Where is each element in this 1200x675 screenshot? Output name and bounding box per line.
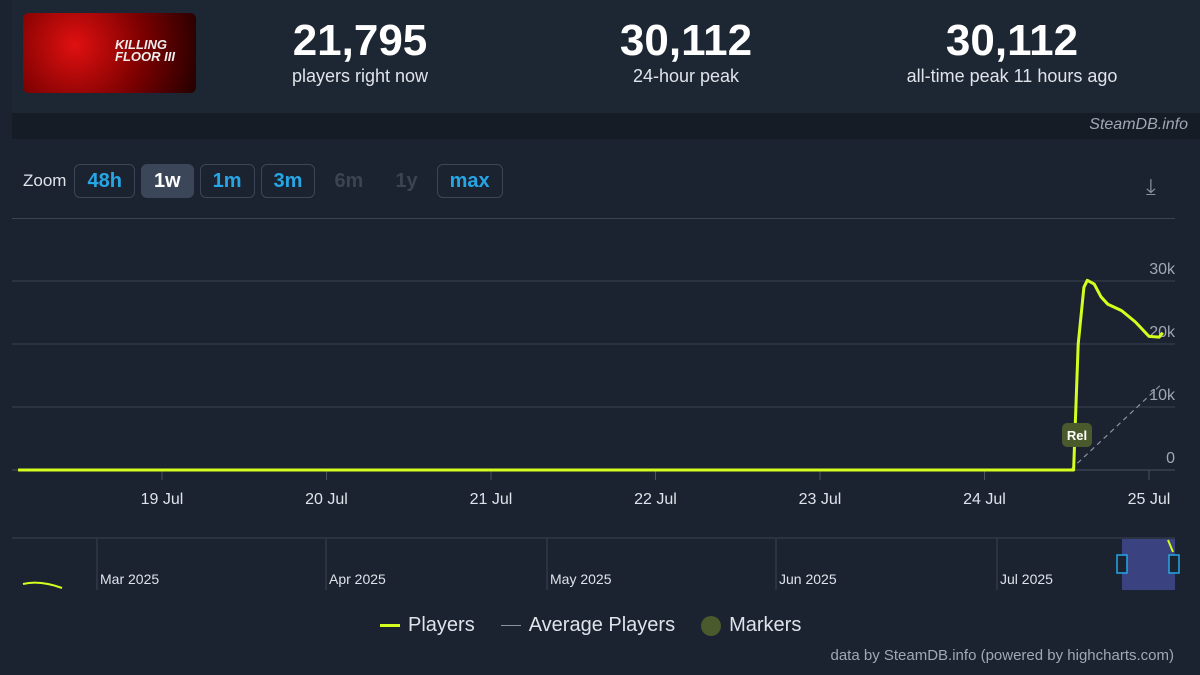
legend-markers[interactable]: Markers (701, 614, 801, 637)
navigator-handle[interactable] (1168, 554, 1180, 574)
navigator-tick-label: Jul 2025 (1000, 571, 1053, 587)
stat-current-players: 21,795 players right now (270, 16, 450, 87)
zoom-button-48h[interactable]: 48h (74, 164, 135, 198)
divider-band (12, 113, 1200, 139)
navigator-tick-label: Jun 2025 (779, 571, 837, 587)
watermark: SteamDB.info (1089, 116, 1188, 133)
footer-credit: data by SteamDB.info (powered by highcha… (830, 647, 1175, 664)
stat-value: 30,112 (945, 16, 1079, 65)
stat-all-time-peak: 30,112 all-time peak 11 hours ago (882, 16, 1142, 87)
legend-label: Players (408, 614, 475, 636)
download-icon[interactable]: ⤓ (1146, 174, 1156, 199)
stat-label: players right now (291, 66, 429, 86)
stats-header (12, 0, 1200, 113)
zoom-button-1y: 1y (395, 169, 418, 192)
legend-label: Average Players (528, 614, 676, 636)
x-tick-label: 19 Jul (141, 491, 184, 508)
stat-value: 21,795 (292, 16, 428, 65)
stat-24h-peak: 30,112 24-hour peak (586, 16, 786, 87)
navigator-selection (1122, 539, 1175, 590)
x-tick-label: 21 Jul (470, 491, 513, 508)
zoom-button-1m[interactable]: 1m (199, 164, 255, 198)
legend-label: Markers (729, 614, 802, 636)
zoom-button-max[interactable]: max (436, 164, 503, 198)
marker-flag (1062, 423, 1093, 447)
zoom-button-3m[interactable]: 3m (260, 164, 316, 198)
x-tick-label: 22 Jul (634, 491, 677, 508)
navigator-tick-label: Mar 2025 (100, 571, 159, 587)
zoom-label: Zoom (23, 171, 67, 190)
legend: Players Average Players Markers (380, 614, 801, 637)
marker-label: Rel (1067, 428, 1087, 443)
navigator-handle[interactable] (1116, 554, 1128, 574)
y-tick-label: 0 (1166, 450, 1175, 467)
zoom-button-1w[interactable]: 1w (140, 164, 194, 198)
game-cover-image[interactable]: KILLING FLOOR III (23, 13, 196, 93)
navigator-tick-label: May 2025 (550, 571, 612, 587)
navigator-series (22, 581, 63, 589)
y-tick-label: 10k (1149, 387, 1176, 404)
x-tick-label: 24 Jul (963, 491, 1006, 508)
average-players-line (18, 382, 1164, 471)
navigator-series-end (1167, 539, 1174, 553)
x-tick-label: 23 Jul (799, 491, 842, 508)
legend-average-players[interactable]: Average Players (500, 614, 676, 637)
stat-value: 30,112 (619, 16, 753, 65)
y-tick-label: 20k (1149, 324, 1176, 341)
y-tick-label: 30k (1149, 261, 1176, 278)
legend-players[interactable]: Players (380, 614, 475, 637)
players-line (18, 278, 1164, 472)
stat-label: all-time peak 11 hours ago (906, 66, 1118, 86)
navigator-tick-label: Apr 2025 (329, 571, 386, 587)
game-logo: KILLING FLOOR III (115, 37, 175, 64)
zoom-controls: Zoom 48h 1w 1m 3m 6m 1y max (23, 164, 503, 198)
player-chart[interactable]: 0 10k 20k 30k 19 Jul 20 Jul 21 Jul 22 Jul 23 Jul… (0, 0, 1200, 600)
stat-label: 24-hour peak (632, 66, 740, 86)
zoom-button-6m: 6m (334, 169, 364, 192)
plot-top-border (12, 218, 1175, 219)
x-tick-label: 25 Jul (1128, 491, 1171, 508)
x-tick-label: 20 Jul (305, 491, 348, 508)
